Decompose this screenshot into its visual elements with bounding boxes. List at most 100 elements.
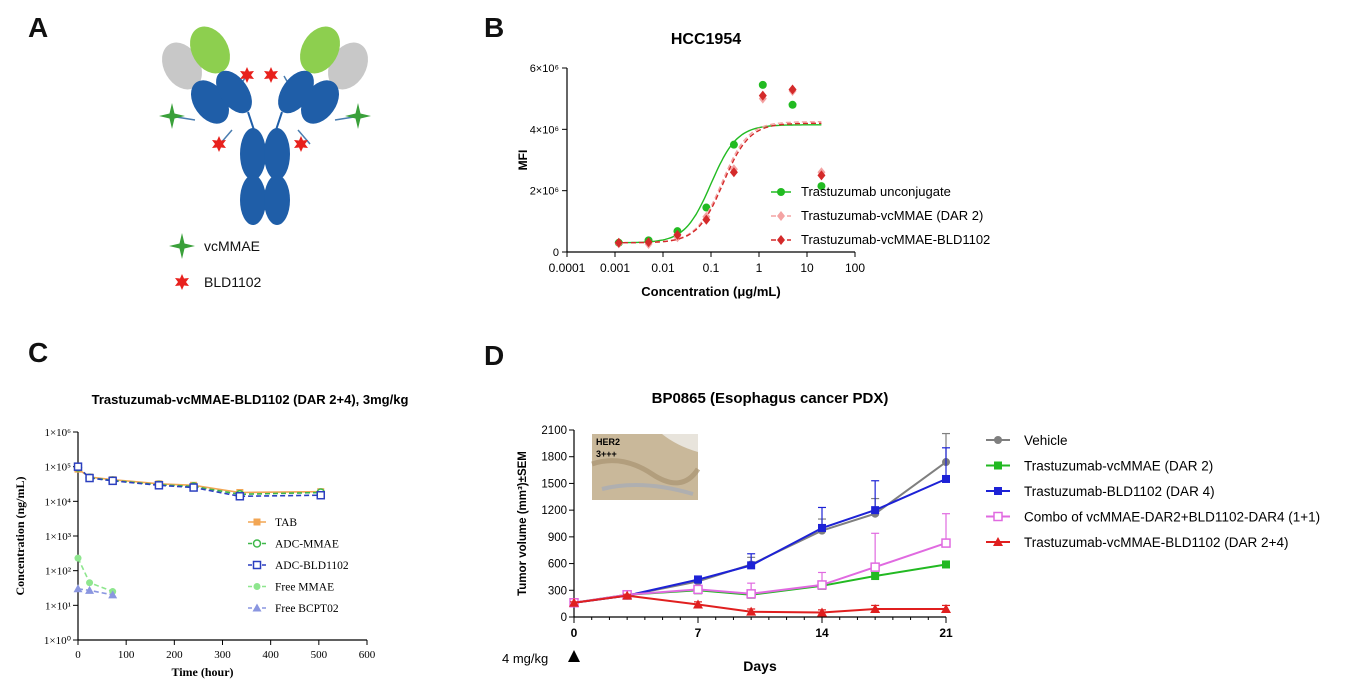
fc-upper-left — [240, 128, 266, 180]
chart-b-data-point — [788, 84, 797, 95]
inset-texture — [601, 483, 694, 496]
chart-c-data-point — [154, 481, 164, 490]
chart-b-legend-marker — [777, 211, 785, 221]
antibody-diagram: vcMMAE BLD1102 — [159, 26, 371, 290]
chart-d-y-tick-label: 900 — [548, 532, 567, 544]
fc-lower-right — [264, 175, 290, 225]
chart-d-series-1 — [570, 560, 950, 607]
chart-b-x-tick-label: 10 — [800, 261, 814, 275]
chart-c-legend-marker — [253, 518, 261, 526]
chart-b-x-tick-label: 0.01 — [651, 261, 675, 275]
vcmmae-star-icon — [159, 103, 185, 129]
chart-c-legend-label: ADC-BLD1102 — [275, 560, 349, 572]
chart-d-legend-marker — [994, 436, 1002, 444]
chart-c-y-tick-label: 1×10⁰ — [44, 635, 72, 647]
chart-d-x-label: Days — [743, 658, 777, 674]
chart-c-x-tick-label: 400 — [262, 649, 279, 661]
chart-d-data-point — [941, 538, 951, 548]
light-chain-variable-left — [190, 26, 230, 74]
chart-c-data-point — [73, 584, 83, 593]
chart-d-dosing-label: 4 mg/kg — [502, 651, 548, 666]
chart-b-y-tick-label: 2×10⁶ — [530, 186, 559, 198]
chart-b-data-point — [702, 214, 711, 225]
chart-b-legend-label: Trastuzumab unconjugate — [801, 184, 951, 199]
chart-b-legend-marker — [777, 188, 785, 196]
chart-b-x-tick-label: 0.1 — [703, 261, 720, 275]
chart-c-series-2 — [73, 462, 326, 501]
chart-d-data-point — [941, 603, 951, 613]
chart-d-legend-marker — [993, 511, 1003, 522]
chart-c-data-point — [73, 462, 83, 471]
chart-c-x-tick-label: 500 — [311, 649, 328, 661]
chart-c-data-point — [85, 585, 95, 594]
chart-c-data-point — [86, 579, 94, 587]
chart-b-data-point — [729, 140, 738, 149]
inset-texture — [591, 458, 701, 486]
heavy-chain-arm-right-inner — [278, 70, 314, 114]
chart-c-series-4 — [73, 584, 118, 599]
chart-d-x-tick-label: 0 — [571, 626, 578, 640]
chart-b-legend-label: Trastuzumab-vcMMAE (DAR 2) — [801, 208, 983, 223]
chart-b-data-point — [788, 100, 797, 109]
chart-d-legend-marker — [993, 537, 1003, 546]
chart-b-data-point — [817, 182, 826, 191]
legend-bld1102-label: BLD1102 — [204, 274, 262, 290]
chart-b-mfi-binding: HCC1954 0 2×10⁶ 4×10⁶ 6×10⁶ 0.0001 0.001 0.01 0.… — [516, 31, 990, 299]
chart-d-legend-label: Trastuzumab-vcMMAE-BLD1102 (DAR 2+4) — [1024, 535, 1288, 550]
chart-b-data-point — [644, 237, 653, 248]
chart-b-series-2 — [614, 84, 826, 248]
light-chain-variable-right — [300, 26, 340, 74]
chart-d-data-point — [942, 560, 950, 569]
chart-d-data-point — [871, 506, 880, 515]
inset-texture — [662, 434, 698, 452]
panel-d-label: D — [484, 340, 505, 371]
chart-c-y-tick-label: 1×10¹ — [45, 600, 71, 612]
chart-c-x-tick-label: 200 — [166, 649, 183, 661]
vcmmae-star-icon — [345, 103, 371, 129]
chart-b-x-tick-label: 0.001 — [600, 261, 630, 275]
chart-d-legend-label: Trastuzumab-BLD1102 (DAR 4) — [1024, 484, 1215, 499]
chart-c-y-tick-label: 1×10⁴ — [44, 496, 71, 508]
chart-d-y-tick-label: 0 — [561, 612, 567, 624]
chart-d-x-tick-label: 14 — [815, 626, 829, 640]
chart-d-y-tick-label: 300 — [548, 585, 567, 597]
panel-c-label: C — [28, 337, 49, 368]
chart-c-data-point — [85, 473, 94, 483]
chart-c-data-point — [108, 590, 118, 599]
chart-c-y-tick-label: 1×10⁵ — [44, 462, 71, 474]
chart-d-title: BP0865 (Esophagus cancer PDX) — [652, 390, 889, 407]
inset-score-label: 3+++ — [596, 449, 617, 459]
chart-c-legend-marker — [252, 539, 262, 548]
chart-d-data-point — [746, 606, 757, 616]
chart-b-series-1 — [614, 86, 826, 250]
chart-d-data-point — [870, 603, 881, 613]
inset-her2-label: HER2 — [596, 437, 620, 447]
bld1102-star-icon — [212, 136, 226, 152]
fc-lower-left — [240, 175, 266, 225]
chart-d-data-point — [693, 584, 703, 595]
bld1102-star-icon — [294, 136, 308, 152]
chart-d-y-tick-label: 600 — [548, 559, 567, 571]
chart-c-legend-label: TAB — [275, 517, 297, 529]
chart-d-data-point — [871, 572, 880, 581]
chart-d-data-point — [569, 597, 579, 607]
chart-c-y-label: Concentration (ng/mL) — [13, 477, 27, 596]
chart-b-x-label: Concentration (μg/mL) — [641, 284, 780, 299]
chart-b-data-point — [702, 203, 711, 212]
chart-d-legend-label: Trastuzumab-vcMMAE (DAR 2) — [1024, 459, 1213, 474]
chart-c-legend-marker — [252, 560, 262, 570]
chart-c-data-point — [74, 554, 82, 562]
chart-c-pharmacokinetics: Trastuzumab-vcMMAE-BLD1102 (DAR 2+4), 3m… — [13, 392, 408, 679]
chart-d-legend-label: Vehicle — [1024, 433, 1068, 448]
chart-d-data-point — [817, 607, 827, 617]
chart-b-data-point — [758, 80, 767, 89]
chart-b-data-point — [817, 170, 826, 181]
chart-c-series-3 — [74, 554, 117, 596]
chart-b-data-point — [614, 237, 623, 248]
legend-vcmmae-icon — [169, 233, 195, 259]
chart-c-x-tick-label: 0 — [75, 649, 81, 661]
chart-b-y-label: MFI — [516, 150, 530, 171]
chart-c-x-tick-label: 300 — [214, 649, 231, 661]
chart-d-y-label: Tumor volume (mm³)±SEM — [517, 451, 529, 596]
chart-d-y-tick-label: 1800 — [541, 452, 567, 464]
